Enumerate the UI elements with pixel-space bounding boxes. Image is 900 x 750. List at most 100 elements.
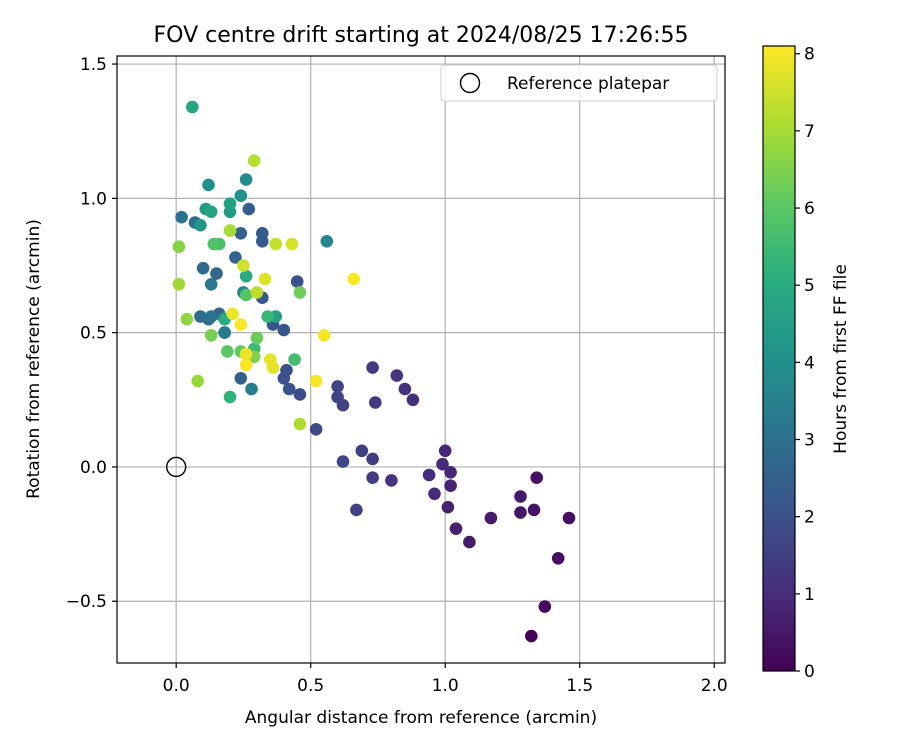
data-point xyxy=(355,444,369,458)
data-point xyxy=(191,374,204,388)
data-point xyxy=(250,286,264,299)
data-point xyxy=(194,310,207,323)
data-point xyxy=(288,353,301,366)
y-tick-label: 0.5 xyxy=(80,324,107,344)
data-point xyxy=(186,100,199,114)
data-point xyxy=(366,471,379,485)
data-point xyxy=(398,382,412,396)
data-point xyxy=(247,154,261,167)
data-point xyxy=(309,423,323,436)
data-point xyxy=(436,457,449,471)
data-point xyxy=(234,227,248,240)
data-point xyxy=(282,382,296,396)
data-point xyxy=(255,227,269,240)
data-point xyxy=(172,278,186,291)
y-tick-label: 1.0 xyxy=(80,189,107,209)
data-point xyxy=(422,468,436,482)
data-point xyxy=(194,218,207,232)
data-point xyxy=(317,329,331,342)
x-tick-label: 1.0 xyxy=(432,676,459,696)
colorbar-tick-label: 2 xyxy=(804,508,815,528)
data-point xyxy=(444,479,457,493)
data-point xyxy=(175,210,188,224)
legend: Reference platepar xyxy=(440,64,718,102)
data-point xyxy=(226,307,239,321)
data-point xyxy=(290,275,304,288)
colorbar-tick-label: 3 xyxy=(804,431,815,451)
data-point xyxy=(204,329,218,342)
colorbar-tick-label: 8 xyxy=(804,45,815,65)
data-point xyxy=(390,369,404,382)
data-point xyxy=(350,503,363,517)
data-point xyxy=(438,444,452,458)
colorbar-gradient xyxy=(763,46,795,671)
colorbar-tick-label: 6 xyxy=(804,199,815,219)
colorbar-tick-label: 5 xyxy=(804,276,815,296)
data-point xyxy=(293,388,307,401)
data-point xyxy=(229,251,242,264)
x-tick-label: 2.0 xyxy=(701,676,728,696)
data-point xyxy=(277,323,291,337)
data-point xyxy=(280,363,293,377)
colorbar-frame xyxy=(762,45,796,672)
colorbar-tick-label: 4 xyxy=(804,353,815,373)
data-point xyxy=(285,237,299,251)
data-point xyxy=(530,471,543,485)
data-point xyxy=(293,286,307,299)
data-point xyxy=(218,326,231,339)
y-tick-label: −0.5 xyxy=(66,592,107,612)
data-point xyxy=(223,224,237,237)
data-point xyxy=(514,490,527,503)
data-point xyxy=(428,487,441,501)
y-axis-label: Rotation from reference (arcmin) xyxy=(24,219,44,499)
x-tick-label: 1.5 xyxy=(566,676,593,696)
data-point xyxy=(331,380,344,393)
y-axis-ticks: −0.5 0.0 0.5 1.0 1.5 xyxy=(66,55,117,612)
data-point xyxy=(331,390,344,404)
data-point xyxy=(484,511,498,525)
colorbar-tick-label: 1 xyxy=(804,585,815,605)
data-point xyxy=(369,396,382,409)
data-point xyxy=(223,197,237,210)
data-point xyxy=(204,310,218,323)
colorbar-label: Hours from first FF file xyxy=(831,264,851,454)
data-point xyxy=(449,522,463,535)
data-point xyxy=(551,552,565,565)
reference-marker-group xyxy=(165,456,187,478)
data-point xyxy=(261,310,275,323)
data-point xyxy=(239,173,253,186)
data-point xyxy=(202,178,215,192)
data-points xyxy=(172,100,576,643)
data-point xyxy=(293,417,307,431)
data-point xyxy=(444,466,457,479)
data-point xyxy=(223,390,237,404)
data-point xyxy=(204,205,218,219)
data-point xyxy=(309,374,323,388)
data-point xyxy=(366,361,379,374)
data-point xyxy=(269,237,283,251)
data-point xyxy=(237,259,250,272)
x-axis-ticks: 0.0 0.5 1.0 1.5 2.0 xyxy=(163,663,728,696)
data-point xyxy=(210,267,223,280)
data-point xyxy=(239,269,253,283)
plot-area xyxy=(117,56,725,663)
data-point xyxy=(204,278,218,291)
colorbar-tick-label: 7 xyxy=(804,122,815,142)
axes-frame xyxy=(116,55,726,664)
data-point xyxy=(207,237,221,251)
data-point xyxy=(239,347,253,361)
data-point xyxy=(525,629,538,643)
legend-reference-marker xyxy=(459,72,481,94)
data-point xyxy=(441,500,455,514)
legend-box xyxy=(440,64,718,102)
data-point xyxy=(234,189,248,202)
data-point xyxy=(320,235,334,248)
colorbar-ticks: 0 1 2 3 4 5 6 7 8 xyxy=(795,45,815,682)
data-point xyxy=(264,353,277,366)
data-point xyxy=(234,318,248,331)
y-tick-label: 0.0 xyxy=(80,458,107,478)
data-point xyxy=(347,272,361,286)
legend-reference-label: Reference platepar xyxy=(507,74,669,94)
data-point xyxy=(180,312,194,326)
data-point xyxy=(221,345,234,358)
